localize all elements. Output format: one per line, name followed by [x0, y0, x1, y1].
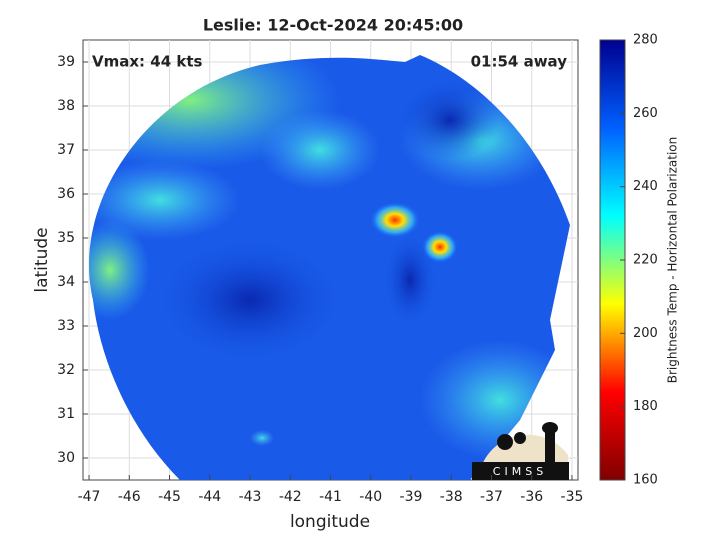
x-tick-label: -43: [239, 489, 262, 505]
y-tick-label: 38: [57, 98, 75, 114]
y-tick-label: 37: [57, 142, 75, 158]
chart-title: Leslie: 12-Oct-2024 20:45:00: [203, 16, 463, 35]
x-tick-label: -41: [319, 489, 342, 505]
x-tick-label: -37: [480, 489, 503, 505]
cimss-logo: CIMSS: [472, 422, 569, 480]
x-tick-label: -42: [279, 489, 302, 505]
x-axis-label: longitude: [290, 512, 370, 532]
colorbar-tick-label: 200: [633, 326, 658, 341]
y-tick-label: 39: [57, 54, 75, 70]
y-tick-label: 30: [57, 450, 75, 466]
colorbar-tick-label: 260: [633, 106, 658, 121]
x-tick-label: -40: [359, 489, 382, 505]
colorbar-tick-label: 180: [633, 399, 658, 414]
y-tick-label: 32: [57, 362, 75, 378]
colorbar-label: Brightness Temp - Horizontal Polarizatio…: [666, 137, 680, 384]
y-tick-label: 36: [57, 186, 75, 202]
x-tick-label: -45: [158, 489, 181, 505]
y-axis-label: latitude: [32, 227, 52, 292]
annotation: Vmax: 44 kts: [92, 53, 202, 71]
colorbar-tick-label: 280: [633, 33, 658, 48]
colorbar-tick-label: 240: [633, 179, 658, 194]
logo-text: CIMSS: [493, 465, 547, 478]
annotation: 01:54 away: [471, 53, 568, 71]
x-tick-label: -38: [440, 489, 463, 505]
y-tick-label: 31: [57, 406, 75, 422]
y-tick-label: 35: [57, 230, 75, 246]
x-tick-label: -36: [520, 489, 543, 505]
x-tick-label: -44: [198, 489, 221, 505]
x-tick-label: -35: [561, 489, 584, 505]
x-tick-label: -47: [78, 489, 101, 505]
colorbar-tick-label: 220: [633, 253, 658, 268]
y-tick-label: 34: [57, 274, 75, 290]
x-tick-label: -46: [118, 489, 141, 505]
x-tick-label: -39: [400, 489, 423, 505]
colorbar-tick-label: 160: [633, 473, 658, 488]
y-tick-label: 33: [57, 318, 75, 334]
